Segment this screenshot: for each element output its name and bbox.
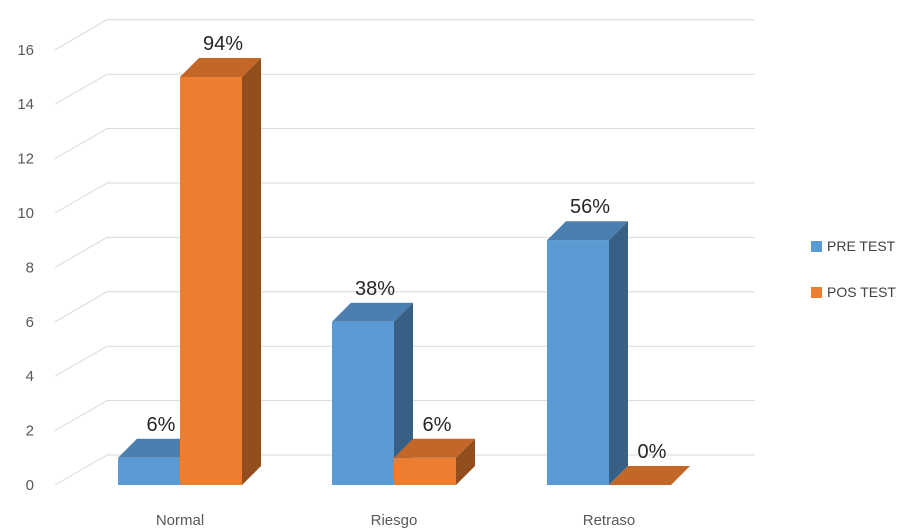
data-label: 6%: [423, 414, 452, 436]
gridline: [54, 19, 755, 51]
legend: PRE TEST POS TEST: [811, 238, 896, 300]
gridline: [54, 400, 755, 432]
bar-pos-test-retraso: [609, 466, 690, 485]
gridline: [54, 128, 755, 160]
bar-pos-test-normal: [180, 58, 261, 485]
data-label: 56%: [570, 196, 610, 218]
legend-item-pre-test: PRE TEST: [811, 238, 896, 254]
category-label-retraso: Retraso: [583, 512, 636, 529]
y-axis-ticks: 0 2 4 6 8 10 12 14 16: [17, 42, 34, 494]
data-label: 38%: [355, 278, 395, 300]
y-tick-label: 14: [17, 96, 34, 113]
gridline: [54, 454, 755, 486]
data-label: 0%: [638, 441, 667, 463]
bars: [118, 58, 690, 485]
legend-item-pos-test: POS TEST: [811, 284, 896, 300]
data-label: 94%: [203, 33, 243, 55]
y-tick-label: 8: [26, 259, 34, 276]
gridlines: [54, 19, 755, 486]
y-tick-label: 6: [26, 314, 34, 331]
gridline: [54, 291, 755, 323]
y-tick-label: 0: [26, 477, 34, 494]
y-tick-label: 16: [17, 42, 34, 59]
bar-pre-test-riesgo: [332, 302, 413, 485]
category-label-riesgo: Riesgo: [371, 512, 418, 529]
y-tick-label: 2: [26, 423, 34, 440]
bar-pos-test-riesgo: [394, 438, 475, 485]
category-label-normal: Normal: [156, 512, 204, 529]
category-labels: Normal Riesgo Retraso: [156, 512, 635, 529]
gridline: [54, 73, 755, 105]
gridline: [54, 345, 755, 377]
legend-swatch: [811, 287, 822, 298]
y-tick-label: 12: [17, 151, 34, 168]
legend-label: PRE TEST: [827, 238, 896, 254]
gridline: [54, 236, 755, 268]
gridline: [54, 182, 755, 214]
legend-label: POS TEST: [827, 284, 896, 300]
data-label: 6%: [147, 414, 176, 436]
bar-pre-test-retraso: [547, 221, 628, 485]
y-tick-label: 10: [17, 205, 34, 222]
data-labels: 6% 94% 38% 6% 56% 0%: [147, 33, 667, 463]
legend-swatch: [811, 241, 822, 252]
y-tick-label: 4: [26, 368, 34, 385]
